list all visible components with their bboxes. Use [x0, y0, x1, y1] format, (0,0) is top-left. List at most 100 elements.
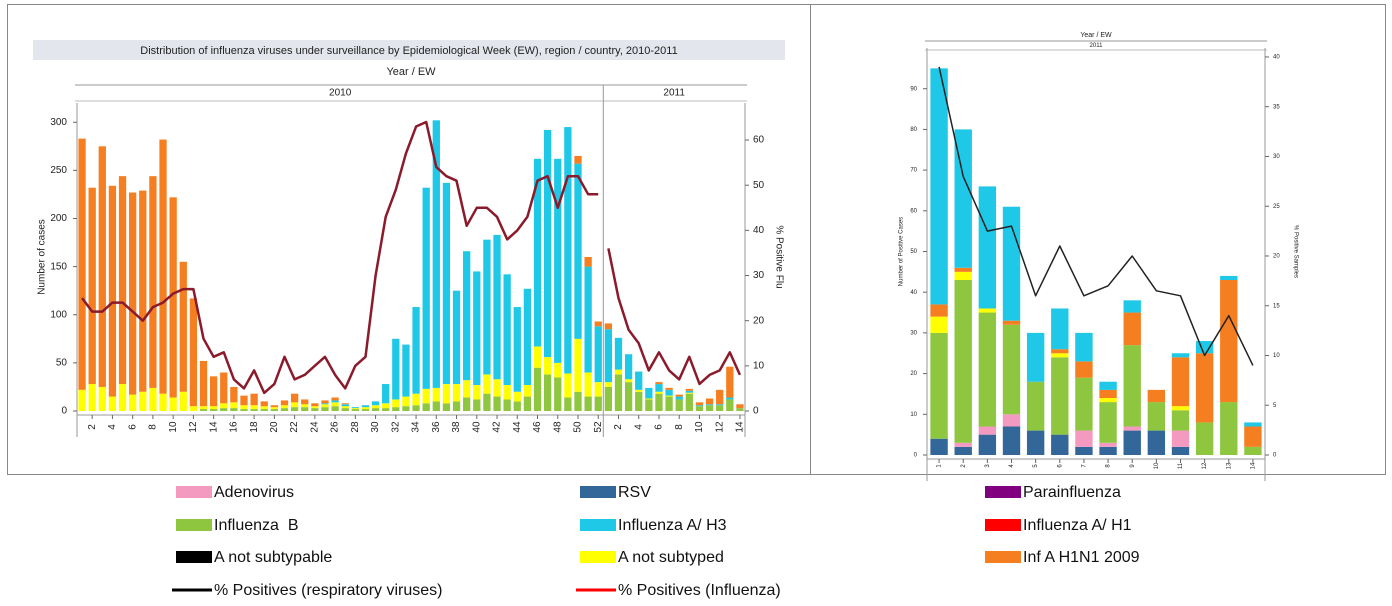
- bar-segment: [1195, 353, 1214, 423]
- bar-segment: [361, 407, 370, 410]
- y-tick-label: 30: [910, 330, 917, 336]
- bar-segment: [199, 360, 208, 407]
- bar-segment: [624, 354, 633, 380]
- bar-segment: [954, 279, 972, 443]
- bar-segment: [1220, 402, 1238, 455]
- x-tick-label: 46: [532, 421, 543, 433]
- y-tick-label: 70: [910, 168, 917, 174]
- bar-segment: [118, 176, 127, 385]
- bar-segment: [1099, 398, 1117, 403]
- bar-segment: [675, 396, 683, 400]
- bar-segment: [543, 357, 552, 375]
- bar-segment: [422, 388, 430, 404]
- bar-segment: [301, 399, 309, 405]
- legend-label: % Positives (respiratory viruses): [214, 582, 443, 599]
- bar-segment: [209, 409, 218, 411]
- bar-segment: [321, 407, 329, 411]
- bar-segment: [321, 403, 329, 405]
- y2-tick-label: 30: [753, 270, 765, 281]
- bar-segment: [705, 398, 714, 405]
- bar-segment: [139, 190, 147, 392]
- bar-segment: [78, 389, 86, 411]
- bar-segment: [1075, 377, 1093, 431]
- x-tick-label: 6: [127, 424, 138, 430]
- bar-segment: [280, 400, 289, 406]
- bar-segment: [726, 366, 734, 398]
- bar-segment: [1051, 357, 1069, 435]
- bar-segment: [371, 408, 380, 411]
- bar-segment: [1171, 410, 1190, 431]
- bar-segment: [1123, 430, 1141, 455]
- bar-segment: [533, 158, 542, 347]
- y2-tick-label: 40: [753, 225, 765, 236]
- bar-segment: [614, 369, 623, 375]
- bar-segment: [675, 394, 683, 397]
- x-tick-label: 20: [269, 421, 280, 433]
- y-tick-label: 0: [914, 453, 918, 459]
- bar-segment: [290, 402, 299, 408]
- bar-segment: [169, 197, 177, 398]
- x-tick-label: 14: [1251, 462, 1257, 469]
- bar-segment: [604, 386, 613, 411]
- bar-segment: [655, 393, 663, 411]
- y2-axis-label: % Positive Flu: [773, 225, 784, 288]
- x-tick-label: 34: [411, 421, 422, 433]
- line-series: [607, 248, 742, 386]
- bar-segment: [564, 373, 572, 398]
- bar-segment: [954, 442, 972, 447]
- legend-label: A not subtypable: [214, 549, 332, 566]
- bar-segment: [594, 396, 602, 411]
- bar-segment: [594, 321, 602, 327]
- bar-segment: [513, 391, 521, 402]
- x-tick-label: 2: [87, 424, 98, 430]
- x-tick-label: 28: [350, 421, 361, 433]
- bar-segment: [260, 409, 268, 411]
- bar-segment: [726, 399, 734, 411]
- bar-segment: [1171, 353, 1190, 358]
- bar-segment: [280, 408, 289, 411]
- bar-segment: [523, 396, 532, 411]
- legend-swatch: [176, 551, 212, 563]
- bar-segment: [260, 401, 268, 407]
- y-tick-label: 250: [50, 165, 67, 176]
- legend-label: Influenza A/ H1: [1023, 517, 1132, 534]
- bar-segment: [978, 186, 997, 309]
- y-axis-label: Number of cases: [37, 219, 48, 295]
- x-tick-label: 32: [390, 421, 401, 433]
- bar-segment: [1123, 312, 1141, 346]
- x-tick-label: 22: [289, 421, 300, 433]
- bar-segment: [665, 389, 673, 396]
- bar-segment: [331, 397, 339, 401]
- x-tick-label: 10: [168, 421, 179, 433]
- bar-segment: [645, 398, 653, 400]
- x-tick-label: 13: [1226, 462, 1232, 469]
- bar-segment: [695, 406, 704, 411]
- bar-segment: [584, 257, 592, 267]
- x-tick-label: 9: [1130, 464, 1136, 468]
- bar-segment: [432, 120, 440, 388]
- bar-segment: [574, 338, 582, 392]
- y2-tick-label: 50: [753, 180, 765, 191]
- bar-segment: [614, 374, 623, 411]
- bar-segment: [978, 426, 997, 435]
- bar-segment: [129, 192, 137, 395]
- bar-segment: [554, 377, 562, 411]
- bar-segment: [149, 176, 157, 388]
- legend-label: Inf A H1N1 2009: [1023, 549, 1140, 566]
- bar-segment: [301, 404, 309, 408]
- bar-segment: [954, 271, 972, 280]
- bar-segment: [978, 308, 997, 313]
- legend-swatch: [985, 551, 1021, 563]
- bar-segment: [685, 393, 693, 411]
- bar-segment: [321, 404, 329, 408]
- bar-segment: [270, 405, 279, 408]
- chart-title: Distribution of influenza viruses under …: [140, 45, 677, 57]
- x-header: Year / EW: [386, 66, 436, 78]
- bar-segment: [954, 129, 972, 268]
- bar-segment: [1051, 353, 1069, 358]
- legend-label: Influenza B: [214, 517, 299, 534]
- bar-segment: [230, 408, 238, 411]
- bar-segment: [930, 438, 948, 455]
- legend-label: Influenza A/ H3: [618, 517, 727, 534]
- bar-segment: [1026, 332, 1045, 382]
